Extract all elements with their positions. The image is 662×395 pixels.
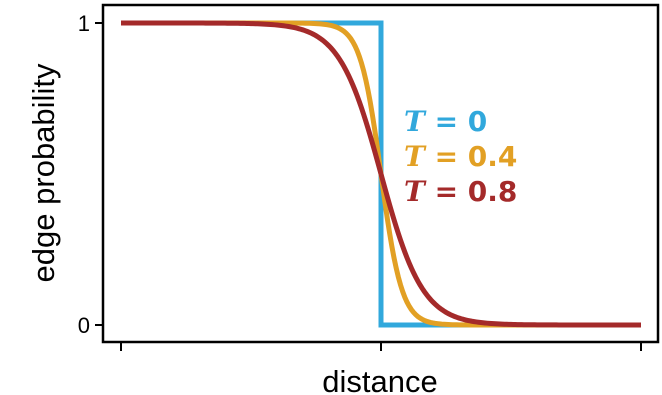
plot-frame <box>101 3 660 344</box>
x-axis-label: distance <box>322 364 437 395</box>
x-axis-ticks <box>120 343 642 351</box>
y-tick-label-0: 0 <box>78 313 90 338</box>
y-tick-label-1: 1 <box>78 11 90 36</box>
y-axis-label: edge probability <box>26 63 61 282</box>
legend-label-0: T = 0 <box>404 105 487 138</box>
legend-label-1: T = 0.4 <box>404 140 517 173</box>
series-line-2 <box>121 20 641 328</box>
y-axis-ticks: 01 <box>78 11 103 338</box>
plot-area <box>121 20 641 328</box>
legend: T = 0T = 0.4T = 0.8 <box>404 105 517 208</box>
legend-label-2: T = 0.8 <box>404 175 517 208</box>
